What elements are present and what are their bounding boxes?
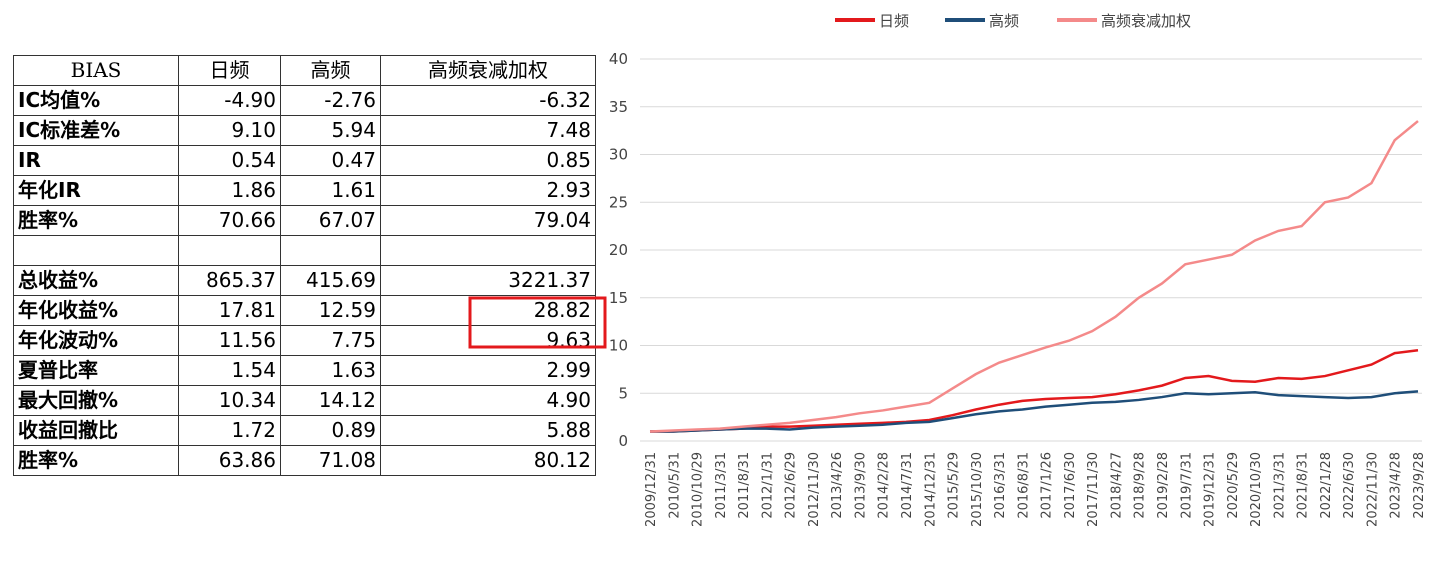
table-cell: 415.69 <box>280 265 381 296</box>
table-cell: 71.08 <box>280 445 381 476</box>
y-tick-label: 40 <box>609 50 628 68</box>
table-cell: 日频 <box>178 55 281 86</box>
y-tick-label: 5 <box>618 384 628 402</box>
table-cell: 63.86 <box>178 445 281 476</box>
table-cell: 11.56 <box>178 325 281 356</box>
table-cell: 9.10 <box>178 115 281 146</box>
table-cell: 2.93 <box>380 175 596 206</box>
table-cell: 12.59 <box>280 295 381 326</box>
x-tick-label: 2011/8/31 <box>737 452 752 519</box>
table-row: 胜率% 70.66 67.07 79.04 <box>13 205 596 236</box>
table-cell: 4.90 <box>380 385 596 416</box>
x-tick-label: 2014/12/31 <box>923 452 938 527</box>
x-tick-label: 2021/3/31 <box>1272 452 1287 519</box>
x-tick-label: 2015/10/30 <box>970 452 985 527</box>
table-cell: 总收益% <box>13 265 179 296</box>
table-cell: 2.99 <box>380 355 596 386</box>
table-cell: 67.07 <box>280 205 381 236</box>
table-cell: 1.86 <box>178 175 281 206</box>
x-tick-label: 2016/3/31 <box>993 452 1008 519</box>
x-tick-label: 2013/4/26 <box>830 452 845 519</box>
table-cell: 胜率% <box>13 445 179 476</box>
x-tick-label: 2023/4/28 <box>1389 452 1404 519</box>
table-cell: 865.37 <box>178 265 281 296</box>
table-cell: 最大回撤% <box>13 385 179 416</box>
table-row: IC标准差% 9.10 5.94 7.48 <box>13 115 596 146</box>
table-row <box>13 235 596 266</box>
table-row: 年化IR 1.86 1.61 2.93 <box>13 175 596 206</box>
x-tick-label: 2015/5/29 <box>947 452 962 519</box>
y-tick-label: 15 <box>609 289 628 307</box>
x-tick-label: 2019/2/28 <box>1156 452 1171 519</box>
x-tick-label: 2013/9/30 <box>853 452 868 519</box>
y-tick-label: 30 <box>609 146 628 164</box>
legend-label: 高频 <box>989 12 1019 30</box>
x-tick-label: 2019/12/31 <box>1203 452 1218 527</box>
y-tick-label: 20 <box>609 241 628 259</box>
x-tick-label: 2012/6/29 <box>784 452 799 519</box>
x-tick-label: 2022/1/28 <box>1319 452 1334 519</box>
x-tick-label: 2014/2/28 <box>877 452 892 519</box>
y-tick-label: 0 <box>618 432 628 450</box>
legend-label: 日频 <box>879 12 909 30</box>
table-row: 最大回撤% 10.34 14.12 4.90 <box>13 385 596 416</box>
table-cell: 70.66 <box>178 205 281 236</box>
x-tick-label: 2022/11/30 <box>1365 452 1380 527</box>
highlight-box <box>468 296 607 349</box>
legend-label: 高频衰减加权 <box>1101 12 1191 30</box>
x-tick-label: 2012/1/31 <box>760 452 775 519</box>
table-cell: 5.94 <box>280 115 381 146</box>
x-tick-label: 2023/9/28 <box>1412 452 1427 519</box>
table-cell <box>380 235 596 266</box>
y-tick-label: 35 <box>609 98 628 116</box>
table-cell: 7.48 <box>380 115 596 146</box>
x-tick-label: 2012/11/30 <box>807 452 822 527</box>
table-cell: 高频 <box>280 55 381 86</box>
table-cell: 1.54 <box>178 355 281 386</box>
table-cell: 28.82 <box>380 295 596 326</box>
x-tick-label: 2017/1/26 <box>1040 452 1055 519</box>
table-cell: 年化收益% <box>13 295 179 326</box>
table-cell: 0.47 <box>280 145 381 176</box>
table-row: 胜率% 63.86 71.08 80.12 <box>13 445 596 476</box>
x-tick-label: 2010/10/29 <box>691 452 706 527</box>
x-tick-label: 2022/6/30 <box>1342 452 1357 519</box>
x-tick-label: 2018/4/27 <box>1109 452 1124 519</box>
table-cell: BIAS <box>13 55 179 86</box>
y-tick-label: 25 <box>609 193 628 211</box>
x-tick-label: 2017/6/30 <box>1063 452 1078 519</box>
table-cell: -4.90 <box>178 85 281 116</box>
table-cell: 17.81 <box>178 295 281 326</box>
x-tick-label: 2018/9/28 <box>1133 452 1148 519</box>
x-tick-label: 2011/3/31 <box>714 452 729 519</box>
y-tick-label: 10 <box>609 337 628 355</box>
table-cell: 1.72 <box>178 415 281 446</box>
line <box>650 349 1419 433</box>
table-cell: 14.12 <box>280 385 381 416</box>
x-tick-label: 2019/7/31 <box>1179 452 1194 519</box>
table-cell: 7.75 <box>280 325 381 356</box>
x-tick-label: 2014/7/31 <box>900 452 915 519</box>
table-row: 收益回撤比 1.72 0.89 5.88 <box>13 415 596 446</box>
x-tick-label: 2020/5/29 <box>1226 452 1241 519</box>
line <box>649 120 1419 433</box>
table-cell: 80.12 <box>380 445 596 476</box>
x-tick-label: 2020/10/30 <box>1249 452 1264 527</box>
x-tick-label: 2016/8/31 <box>1016 452 1031 519</box>
x-tick-label: 2010/5/31 <box>667 452 682 519</box>
table-row: 年化收益% 17.81 12.59 28.82 <box>13 295 596 326</box>
table-cell: 10.34 <box>178 385 281 416</box>
x-tick-label: 2017/11/30 <box>1086 452 1101 527</box>
line <box>650 390 1419 433</box>
table-cell: 收益回撤比 <box>13 415 179 446</box>
x-tick-label: 2021/8/31 <box>1296 452 1311 519</box>
x-tick-label: 2009/12/31 <box>644 452 659 527</box>
table-cell: 年化IR <box>13 175 179 206</box>
